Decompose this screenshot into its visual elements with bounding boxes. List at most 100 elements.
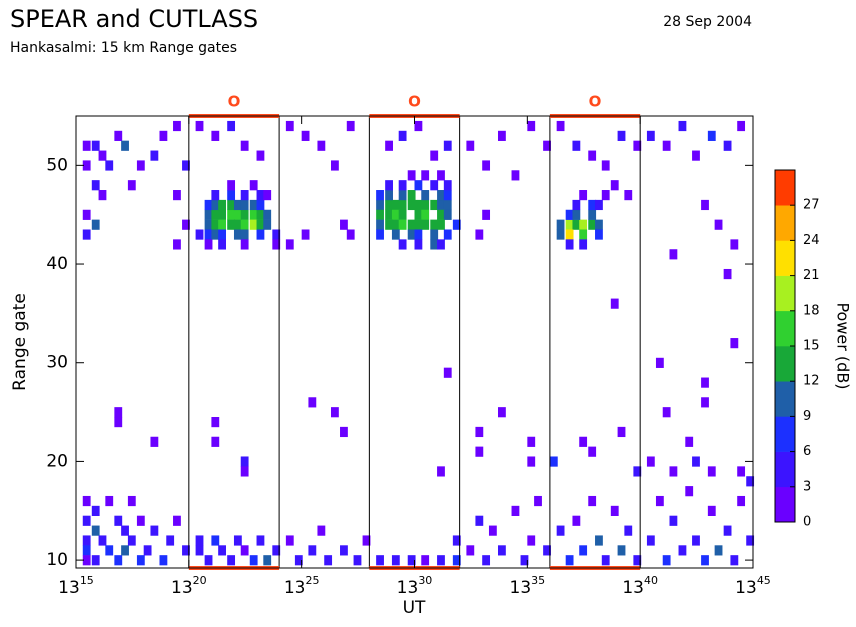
heatmap-cell bbox=[256, 190, 265, 201]
heatmap-cell bbox=[211, 130, 220, 141]
heatmap-cell bbox=[588, 150, 597, 161]
heatmap-cell bbox=[414, 219, 423, 230]
heatmap-cell bbox=[588, 446, 597, 457]
heatmap-cell bbox=[218, 545, 226, 556]
y-tick-label: 40 bbox=[46, 254, 68, 274]
heatmap-cell bbox=[249, 209, 258, 220]
heatmap-cell bbox=[527, 535, 536, 546]
heatmap-cell bbox=[182, 545, 190, 556]
heatmap-cell bbox=[376, 219, 384, 230]
x-tick-label-hour: 13 bbox=[397, 578, 419, 598]
heatmap-cell bbox=[588, 199, 597, 211]
heatmap-cell bbox=[233, 535, 242, 546]
heatmap-cell bbox=[376, 555, 384, 566]
heatmap-cell bbox=[376, 190, 384, 201]
heatmap-cell bbox=[331, 407, 339, 418]
heatmap-cell bbox=[391, 555, 400, 566]
heatmap-cell bbox=[263, 555, 272, 566]
heatmap-cell bbox=[707, 466, 716, 477]
heatmap-cell bbox=[579, 190, 588, 201]
heatmap-cell bbox=[114, 417, 123, 428]
heatmap-cell bbox=[143, 545, 152, 556]
heatmap-cell bbox=[430, 219, 439, 230]
y-axis-label: Range gate bbox=[10, 293, 30, 391]
heatmap-cell bbox=[240, 456, 249, 467]
heatmap-cell bbox=[443, 199, 452, 211]
heatmap-cell bbox=[421, 190, 430, 201]
heatmap-cell bbox=[376, 209, 384, 220]
heatmap-cell bbox=[707, 130, 716, 141]
heatmap-cell bbox=[407, 199, 416, 211]
heatmap-cell bbox=[549, 456, 558, 467]
heatmap-cell bbox=[692, 535, 700, 546]
heatmap-cell bbox=[233, 219, 242, 230]
colorbar-tick-label: 12 bbox=[803, 374, 820, 389]
heatmap-cell bbox=[588, 209, 597, 220]
heatmap-cell bbox=[430, 180, 439, 191]
heatmap-cell bbox=[610, 180, 619, 191]
heatmap-cell bbox=[166, 535, 175, 546]
heatmap-cell bbox=[398, 180, 407, 191]
heatmap-cell bbox=[595, 229, 603, 240]
heatmap-cell bbox=[294, 555, 303, 566]
heatmap-cell bbox=[398, 130, 407, 141]
x-tick-label-hour: 13 bbox=[735, 578, 757, 598]
heatmap-cell bbox=[646, 130, 655, 141]
heatmap-cell bbox=[256, 219, 265, 230]
heatmap-cell bbox=[730, 555, 739, 566]
heatmap-cell bbox=[218, 239, 226, 250]
heatmap-cell bbox=[362, 535, 371, 546]
heatmap-cell bbox=[195, 120, 204, 132]
heatmap-cell bbox=[82, 555, 91, 566]
heatmap-cell bbox=[737, 120, 746, 132]
heatmap-cell bbox=[701, 377, 709, 388]
x-tick-label: 1335 bbox=[510, 574, 546, 598]
heatmap-cell bbox=[579, 239, 588, 250]
heatmap-cell bbox=[443, 229, 452, 240]
heatmap-cell bbox=[353, 555, 362, 566]
heatmap-cell bbox=[218, 209, 226, 220]
heatmap-cell bbox=[385, 209, 393, 220]
heatmap-cell bbox=[497, 130, 506, 141]
heatmap-cell bbox=[737, 466, 746, 477]
heatmap-cell bbox=[285, 239, 294, 250]
heatmap-cell bbox=[240, 219, 249, 230]
heatmap-cell bbox=[437, 466, 445, 477]
heatmap-cell bbox=[610, 298, 619, 309]
x-tick-label-minute: 30 bbox=[418, 574, 432, 587]
heatmap-cell bbox=[669, 515, 678, 526]
heatmap-cell bbox=[240, 466, 249, 477]
heatmap-cell bbox=[437, 219, 445, 230]
heatmap-cell bbox=[646, 535, 655, 546]
heatmap-cell bbox=[414, 199, 423, 211]
heatmap-cell bbox=[617, 545, 626, 556]
heatmap-cell bbox=[240, 199, 249, 211]
heatmap-cell bbox=[610, 505, 619, 516]
heatmap-cell bbox=[723, 525, 732, 536]
x-tick-label: 1340 bbox=[622, 574, 658, 598]
colorbar-segment bbox=[775, 275, 795, 312]
heatmap-cell bbox=[692, 150, 700, 161]
heatmap-cell bbox=[227, 199, 236, 211]
heatmap-cell bbox=[678, 545, 687, 556]
heatmap-cell bbox=[317, 525, 326, 536]
heatmap-cell bbox=[91, 555, 100, 566]
heatmap-cell bbox=[746, 535, 755, 546]
heatmap-cell bbox=[233, 209, 242, 220]
heatmap-cell bbox=[272, 545, 281, 556]
heatmap-cell bbox=[443, 209, 452, 220]
heatmap-cell bbox=[82, 160, 91, 171]
y-tick-label: 50 bbox=[46, 155, 68, 175]
colorbar-segment bbox=[775, 451, 795, 488]
heatmap-cell bbox=[211, 436, 220, 447]
heatmap-cell bbox=[714, 219, 723, 230]
heatmap-cell bbox=[430, 229, 439, 240]
heatmap-cell bbox=[572, 209, 581, 220]
x-tick-label: 1325 bbox=[284, 574, 320, 598]
colorbar-tick-label: 9 bbox=[803, 409, 811, 424]
x-tick-label-minute: 35 bbox=[531, 574, 545, 587]
heatmap-cell bbox=[98, 150, 107, 161]
heatmap-cell bbox=[452, 535, 461, 546]
heatmap-cell bbox=[114, 407, 123, 418]
heatmap-cell bbox=[624, 190, 633, 201]
